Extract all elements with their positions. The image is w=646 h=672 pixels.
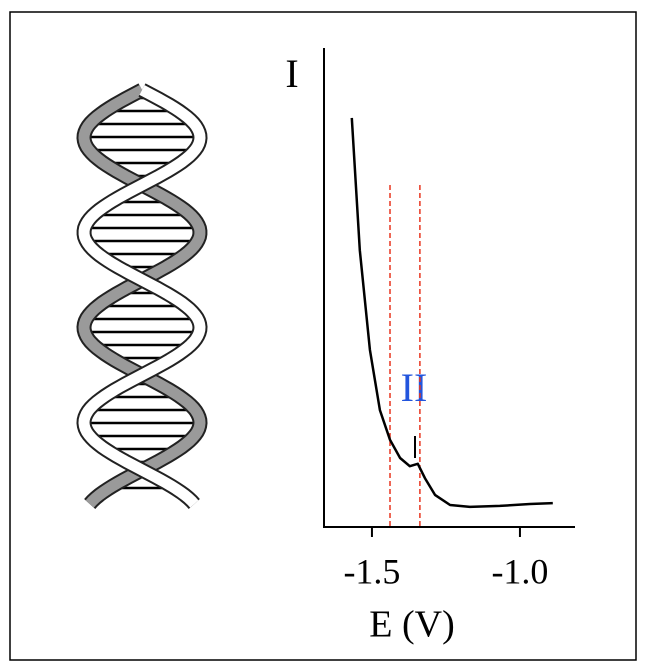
x-tick-label: -1.0: [491, 551, 548, 591]
y-axis-label: I: [285, 51, 298, 96]
current-curve: [350, 117, 553, 509]
x-tick-label: -1.5: [343, 551, 400, 591]
annotation: II: [401, 365, 428, 410]
strand: [78, 85, 206, 508]
strand: [78, 85, 206, 508]
dna-illustration: [76, 83, 208, 510]
x-axis-label: E (V): [369, 604, 454, 646]
